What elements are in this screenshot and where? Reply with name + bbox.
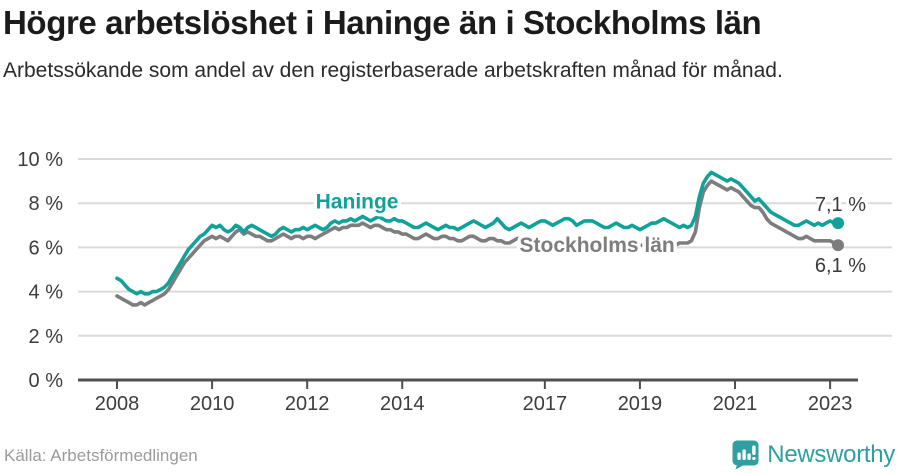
y-axis-label-6: 6 % xyxy=(29,237,64,259)
source-note: Källa: Arbetsförmedlingen xyxy=(4,446,198,465)
x-axis-label-2021: 2021 xyxy=(713,393,758,415)
page-title: Högre arbetslöshet i Haninge än i Stockh… xyxy=(3,4,762,41)
logo-bar-low xyxy=(747,453,752,460)
brand-name: Newsworthy xyxy=(767,440,895,468)
series-label-haninge: Haninge xyxy=(316,191,399,214)
logo-bar-medium xyxy=(742,449,747,460)
unemployment-line-chart: 0 % 2 % 4 % 6 % 8 % 10 % 2008 2010 2012 2014 2017 2… xyxy=(17,149,892,415)
end-dot-stockholms-l-n xyxy=(832,239,845,252)
newsworthy-logo-icon xyxy=(732,440,759,470)
y-axis-label-2: 2 % xyxy=(29,326,64,348)
y-axis-label-8: 8 % xyxy=(29,193,64,215)
logo-bar-small xyxy=(737,452,742,460)
y-axis-label-10: 10 % xyxy=(17,149,63,171)
y-axis-label-0: 0 % xyxy=(29,370,64,392)
x-axis-label-2012: 2012 xyxy=(285,393,330,415)
y-axis-label-4: 4 % xyxy=(29,282,64,304)
x-axis-label-2010: 2010 xyxy=(190,393,235,415)
end-value-label-haninge: 7,1 % xyxy=(815,194,866,216)
logo-exclamation-bar xyxy=(752,445,756,455)
page-subtitle: Arbetssökande som andel av den registerb… xyxy=(3,59,783,82)
x-axis-label-2014: 2014 xyxy=(380,393,425,415)
x-axis-label-2023: 2023 xyxy=(808,393,853,415)
line-stockholms-l-n xyxy=(115,179,840,307)
end-value-label-stockholms-l-n: 6,1 % xyxy=(815,255,866,277)
line-haninge xyxy=(115,170,840,296)
logo-exclamation-dot xyxy=(752,457,756,460)
end-dot-haninge xyxy=(832,217,845,230)
series-label-stockholms-l-n: Stockholms län xyxy=(520,234,675,257)
x-axis-label-2019: 2019 xyxy=(618,393,663,415)
newsworthy-brand: Newsworthy xyxy=(730,439,895,470)
x-axis-label-2008: 2008 xyxy=(95,393,140,415)
x-axis-label-2017: 2017 xyxy=(523,393,568,415)
